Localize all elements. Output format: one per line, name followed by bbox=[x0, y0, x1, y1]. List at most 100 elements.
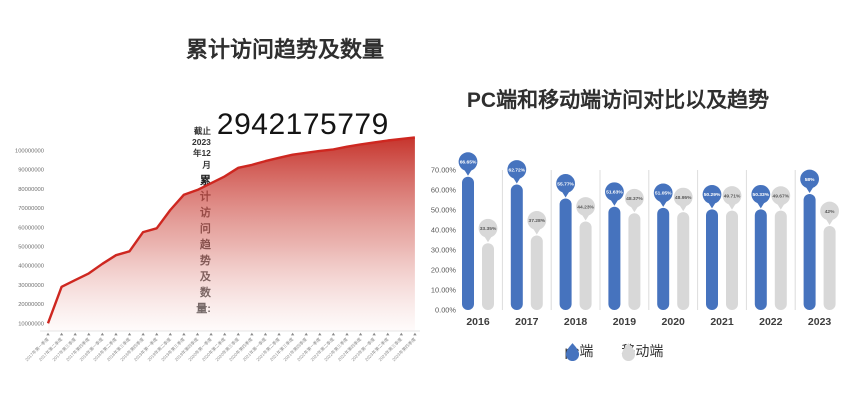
pc-value-label-2017: 62.72% bbox=[509, 167, 526, 173]
chart-legend: pc端 移动端 bbox=[420, 341, 852, 361]
pc-bar-2019 bbox=[608, 206, 621, 310]
year-label-2019: 2019 bbox=[613, 316, 637, 328]
mobile-bar-2019 bbox=[628, 213, 641, 310]
bar-group-2016: 66.65% 33.35% 2016 bbox=[458, 152, 498, 328]
mobile-balloon-2019 bbox=[625, 188, 644, 208]
pc-bar-2017 bbox=[510, 184, 523, 310]
svg-text:100000000: 100000000 bbox=[15, 149, 44, 155]
mobile-balloon-2021 bbox=[722, 186, 742, 205]
bar-group-2019: 51.63%48.37% 2019 bbox=[605, 182, 644, 328]
svg-text:2023年第四季度: 2023年第四季度 bbox=[390, 335, 417, 362]
svg-text:20.00%: 20.00% bbox=[431, 265, 456, 274]
mobile-droplet-icon bbox=[622, 342, 636, 361]
mobile-balloon-2018 bbox=[576, 197, 595, 216]
mobile-value-label-2017: 37.28% bbox=[529, 218, 546, 224]
right-chart-title: PC端和移动端访问对比以及趋势 bbox=[466, 89, 770, 112]
mobile-value-label-2021: 49.71% bbox=[724, 193, 741, 199]
year-label-2017: 2017 bbox=[515, 316, 539, 328]
mobile-bar-2016 bbox=[482, 243, 494, 310]
svg-text:10.00%: 10.00% bbox=[431, 285, 456, 294]
pc-balloon-2020 bbox=[653, 183, 673, 203]
svg-text:80000000: 80000000 bbox=[18, 187, 44, 193]
svg-text:30.00%: 30.00% bbox=[431, 245, 456, 254]
area-fill bbox=[48, 137, 415, 331]
legend-item-mobile[interactable]: 移动端 bbox=[621, 341, 663, 361]
mobile-balloon-2022 bbox=[771, 186, 791, 206]
pc-bar-2020 bbox=[657, 207, 670, 310]
svg-text:20000000: 20000000 bbox=[18, 302, 44, 308]
pc-value-label-2023: 58% bbox=[805, 177, 815, 183]
group-separators bbox=[501, 170, 796, 310]
pc-bar-2023 bbox=[803, 194, 816, 310]
svg-text:60000000: 60000000 bbox=[18, 225, 44, 231]
pc-value-label-2019: 51.63% bbox=[606, 190, 623, 196]
mobile-value-label-2016: 33.35% bbox=[480, 226, 497, 232]
svg-text:90000000: 90000000 bbox=[18, 168, 44, 174]
bar-group-2023: 58% 42% 2023 bbox=[800, 169, 839, 328]
mobile-value-label-2022: 49.67% bbox=[773, 193, 790, 199]
bar-group-2017: 62.72% 37.28% 2017 bbox=[507, 160, 547, 328]
pc-bar-2022 bbox=[754, 209, 767, 310]
year-label-2020: 2020 bbox=[662, 316, 686, 328]
pc-value-label-2018: 55.77% bbox=[557, 181, 574, 187]
year-label-2016: 2016 bbox=[466, 316, 490, 328]
pc-value-label-2022: 50.33% bbox=[753, 192, 770, 198]
mobile-value-label-2023: 42% bbox=[825, 209, 835, 215]
pc-value-label-2021: 50.29% bbox=[704, 192, 721, 198]
mobile-balloon-2016 bbox=[478, 218, 498, 238]
pc-balloon-2023 bbox=[800, 169, 819, 189]
svg-text:70.00%: 70.00% bbox=[431, 165, 456, 174]
year-label-2021: 2021 bbox=[710, 316, 734, 328]
mobile-balloon-2023 bbox=[820, 201, 839, 221]
bar-group-2018: 55.77% 44.23% 2018 bbox=[556, 174, 595, 328]
svg-text:0.00%: 0.00% bbox=[435, 305, 456, 314]
bar-group-2021: 50.29% 49.71% 2021 bbox=[702, 185, 742, 328]
pc-value-label-2016: 66.65% bbox=[460, 160, 477, 166]
x-axis-ticks bbox=[46, 332, 417, 336]
pc-balloon-2018 bbox=[556, 174, 575, 193]
svg-text:40.00%: 40.00% bbox=[431, 225, 456, 234]
svg-text:50000000: 50000000 bbox=[18, 245, 44, 251]
pc-droplet-icon bbox=[565, 342, 579, 361]
bar-group-2020: 51.05%48.95% 2020 bbox=[653, 183, 693, 328]
svg-text:50.00%: 50.00% bbox=[431, 205, 456, 214]
mobile-bar-2021 bbox=[726, 210, 738, 310]
svg-text:40000000: 40000000 bbox=[18, 264, 44, 270]
pc-value-label-2020: 51.05% bbox=[655, 191, 672, 197]
annotation-total-value: 2942175779 bbox=[216, 108, 389, 141]
mobile-bar-2018 bbox=[579, 221, 592, 310]
x-axis-labels: 2017年第一季度2017年第二季度2017年第三季度2017年第四季度2018… bbox=[24, 335, 418, 362]
pc-balloon-2019 bbox=[605, 182, 624, 202]
mobile-bar-2022 bbox=[774, 210, 787, 310]
mobile-bar-2017 bbox=[530, 235, 543, 310]
y-axis-labels: 0.00% 10.00% 20.00% 30.00% 40.00% 50.00% 60.00… bbox=[431, 165, 456, 314]
svg-text:10000000: 10000000 bbox=[18, 321, 44, 327]
pc-bar-2018 bbox=[559, 198, 572, 310]
year-label-2023: 2023 bbox=[808, 316, 832, 328]
year-label-2018: 2018 bbox=[564, 316, 588, 328]
svg-text:70000000: 70000000 bbox=[18, 206, 44, 212]
pc-balloon-2021 bbox=[702, 185, 722, 204]
svg-text:30000000: 30000000 bbox=[18, 283, 44, 289]
svg-text:60.00%: 60.00% bbox=[431, 185, 456, 194]
annotation-date-note: 截止2023年12月 bbox=[192, 126, 211, 170]
pc-balloon-2016 bbox=[458, 152, 478, 172]
bar-group-2022: 50.33% 49.67% 2022 bbox=[751, 184, 791, 328]
cumulative-area-chart: 10000000 20000000 30000000 40000000 50000000… bbox=[15, 136, 420, 363]
mobile-value-label-2018: 44.23% bbox=[577, 204, 594, 210]
mobile-balloon-2017 bbox=[527, 211, 547, 230]
mobile-value-label-2019: 48.37% bbox=[626, 196, 643, 202]
left-chart-title: 累计访问趋势及数量 bbox=[185, 37, 384, 62]
legend-item-pc[interactable]: pc端 bbox=[565, 341, 593, 361]
pc-balloon-2022 bbox=[751, 184, 771, 204]
mobile-value-label-2020: 48.95% bbox=[675, 195, 692, 201]
mobile-bar-2023 bbox=[823, 226, 836, 310]
mobile-bar-2020 bbox=[677, 212, 690, 310]
y-axis-labels: 10000000 20000000 30000000 40000000 50000000… bbox=[15, 149, 44, 328]
pc-mobile-comparison-chart: 0.00% 10.00% 20.00% 30.00% 40.00% 50.00% 60.00… bbox=[431, 152, 839, 328]
pc-balloon-2017 bbox=[507, 160, 527, 179]
mobile-balloon-2020 bbox=[673, 187, 693, 207]
pc-bar-2016 bbox=[462, 176, 474, 310]
year-label-2022: 2022 bbox=[759, 316, 783, 328]
